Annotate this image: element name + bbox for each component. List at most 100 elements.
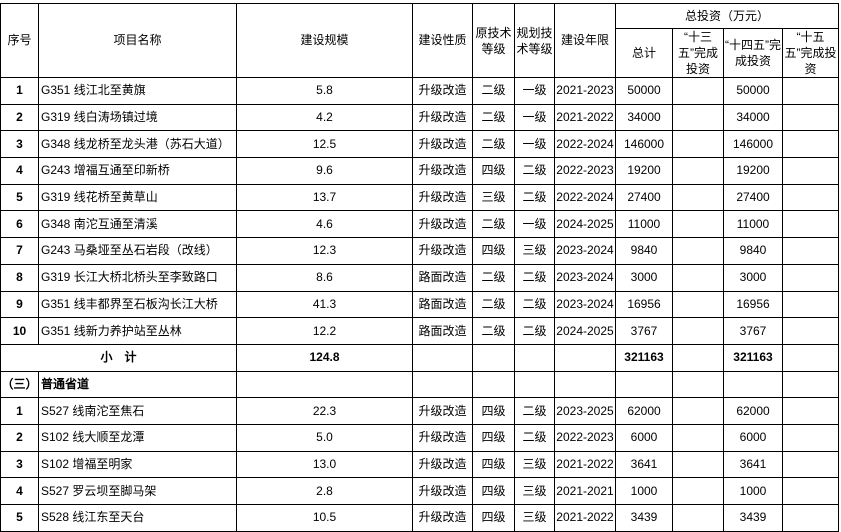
cell-nature: 升级改造 bbox=[412, 183, 473, 212]
table-row: 1 S527 线南沱至焦石 22.3 升级改造 四级 二级 2023-2025 62000 62… bbox=[0, 397, 840, 425]
cell-name: G348 南沱互通至清溪 bbox=[38, 210, 237, 239]
cell-scale: 12.3 bbox=[236, 237, 413, 265]
cell-scale: 4.2 bbox=[236, 103, 413, 132]
cell-orig: 二级 bbox=[472, 317, 515, 345]
cell-orig: 二级 bbox=[472, 77, 515, 105]
cell-scale: 9.6 bbox=[236, 157, 413, 185]
cell-period: 2022-2024 bbox=[554, 183, 616, 212]
cell-orig: 四级 bbox=[472, 423, 515, 452]
cell-plan: 二级 bbox=[514, 397, 555, 425]
cell-p14: 11000 bbox=[723, 210, 783, 239]
cell-plan: 一级 bbox=[514, 210, 555, 239]
cell-period: 2023-2024 bbox=[554, 237, 616, 265]
cell-name: G319 线白涛场镇过境 bbox=[38, 103, 237, 132]
cell-total: 62000 bbox=[615, 397, 673, 425]
cell-p13 bbox=[672, 423, 724, 452]
cell-orig: 四级 bbox=[472, 157, 515, 185]
cell-total: 3439 bbox=[615, 504, 673, 532]
cell-period: 2021-2023 bbox=[554, 77, 616, 105]
table-row: 5 G319 线花桥至黄草山 13.7 升级改造 三级 二级 2022-2024 27400 2… bbox=[0, 183, 840, 212]
cell-scale: 12.2 bbox=[236, 317, 413, 345]
table-row: 2 G319 线白涛场镇过境 4.2 升级改造 二级 一级 2021-2022 34000 34… bbox=[0, 103, 840, 132]
cell-p14: 3641 bbox=[723, 450, 783, 479]
cell-nature: 升级改造 bbox=[412, 504, 473, 532]
table-row: 3 G348 线龙桥至龙头港（苏石大道） 12.5 升级改造 二级 一级 2022-2024… bbox=[0, 130, 840, 159]
cell-p14: 6000 bbox=[723, 423, 783, 452]
cell-p14: 34000 bbox=[723, 103, 783, 132]
cell-p14: 16956 bbox=[723, 290, 783, 319]
cell-orig: 四级 bbox=[472, 397, 515, 425]
section-name: 普通省道 bbox=[38, 370, 237, 399]
cell-p13 bbox=[672, 504, 724, 532]
table-row: 4 S527 罗云坝至脚马架 2.8 升级改造 四级 三级 2021-2021 1000 100… bbox=[0, 477, 840, 505]
cell-p15 bbox=[781, 210, 840, 239]
cell-nature: 升级改造 bbox=[412, 477, 473, 505]
cell-p13 bbox=[672, 157, 724, 185]
cell-total: 9840 bbox=[615, 237, 673, 265]
cell-period: 2021-2022 bbox=[554, 103, 616, 132]
subtotal-total: 321163 bbox=[615, 343, 673, 372]
cell-nature: 升级改造 bbox=[412, 77, 473, 105]
cell-nature: 升级改造 bbox=[412, 397, 473, 425]
cell-name: S527 线南沱至焦石 bbox=[38, 397, 237, 425]
cell-seq: 8 bbox=[0, 263, 39, 292]
cell-scale: 13.7 bbox=[236, 183, 413, 212]
cell-p15 bbox=[781, 237, 840, 265]
cell-total: 1000 bbox=[615, 477, 673, 505]
cell-name: G348 线龙桥至龙头港（苏石大道） bbox=[38, 130, 237, 159]
cell-p13 bbox=[672, 450, 724, 479]
cell-plan: 一级 bbox=[514, 77, 555, 105]
cell-name: S527 罗云坝至脚马架 bbox=[38, 477, 237, 505]
cell-nature: 路面改造 bbox=[412, 290, 473, 319]
investment-table: 序号 项目名称 建设规模 建设性质 原技术等级 规划技术等级 建设年限 总投资（… bbox=[0, 3, 840, 532]
cell-name: G351 线新力养护站至丛林 bbox=[38, 317, 237, 345]
cell-plan: 三级 bbox=[514, 504, 555, 532]
cell-p15 bbox=[781, 397, 840, 425]
cell-total: 3000 bbox=[615, 263, 673, 292]
cell-seq: 2 bbox=[0, 103, 39, 132]
cell-name: G319 长江大桥北桥头至李致路口 bbox=[38, 263, 237, 292]
cell-orig: 二级 bbox=[472, 210, 515, 239]
cell-seq: 10 bbox=[0, 317, 39, 345]
cell-name: G351 线江北至黄旗 bbox=[38, 77, 237, 105]
cell-plan: 二级 bbox=[514, 263, 555, 292]
header-plan-grade: 规划技术等级 bbox=[514, 3, 555, 78]
cell-seq: 1 bbox=[0, 397, 39, 425]
cell-total: 6000 bbox=[615, 423, 673, 452]
cell-p14: 19200 bbox=[723, 157, 783, 185]
cell-nature: 升级改造 bbox=[412, 157, 473, 185]
cell-nature: 路面改造 bbox=[412, 263, 473, 292]
cell-p13 bbox=[672, 477, 724, 505]
cell-scale: 5.8 bbox=[236, 77, 413, 105]
cell-p14: 3000 bbox=[723, 263, 783, 292]
cell-period: 2021-2022 bbox=[554, 450, 616, 479]
cell-name: S102 增福至明家 bbox=[38, 450, 237, 479]
cell-period: 2022-2023 bbox=[554, 423, 616, 452]
cell-total: 19200 bbox=[615, 157, 673, 185]
cell-p13 bbox=[672, 317, 724, 345]
header-period: 建设年限 bbox=[554, 3, 616, 78]
cell-nature: 升级改造 bbox=[412, 210, 473, 239]
subtotal-row: 小 计 124.8 321163 321163 bbox=[0, 343, 840, 372]
cell-scale: 12.5 bbox=[236, 130, 413, 159]
cell-plan: 一级 bbox=[514, 130, 555, 159]
cell-seq: 3 bbox=[0, 450, 39, 479]
cell-scale: 13.0 bbox=[236, 450, 413, 479]
cell-orig: 四级 bbox=[472, 477, 515, 505]
cell-seq: 3 bbox=[0, 130, 39, 159]
section-seq: （三） bbox=[0, 370, 39, 399]
table-row: 8 G319 长江大桥北桥头至李致路口 8.6 路面改造 二级 二级 2023-2024 30… bbox=[0, 263, 840, 292]
cell-period: 2022-2024 bbox=[554, 130, 616, 159]
cell-plan: 二级 bbox=[514, 317, 555, 345]
cell-orig: 二级 bbox=[472, 103, 515, 132]
cell-scale: 8.6 bbox=[236, 263, 413, 292]
cell-total: 146000 bbox=[615, 130, 673, 159]
cell-orig: 二级 bbox=[472, 263, 515, 292]
cell-seq: 4 bbox=[0, 477, 39, 505]
cell-name: G243 增福互通至印新桥 bbox=[38, 157, 237, 185]
cell-p15 bbox=[781, 317, 840, 345]
cell-orig: 三级 bbox=[472, 183, 515, 212]
section-row: （三） 普通省道 bbox=[0, 370, 840, 399]
cell-p13 bbox=[672, 263, 724, 292]
cell-period: 2022-2023 bbox=[554, 157, 616, 185]
